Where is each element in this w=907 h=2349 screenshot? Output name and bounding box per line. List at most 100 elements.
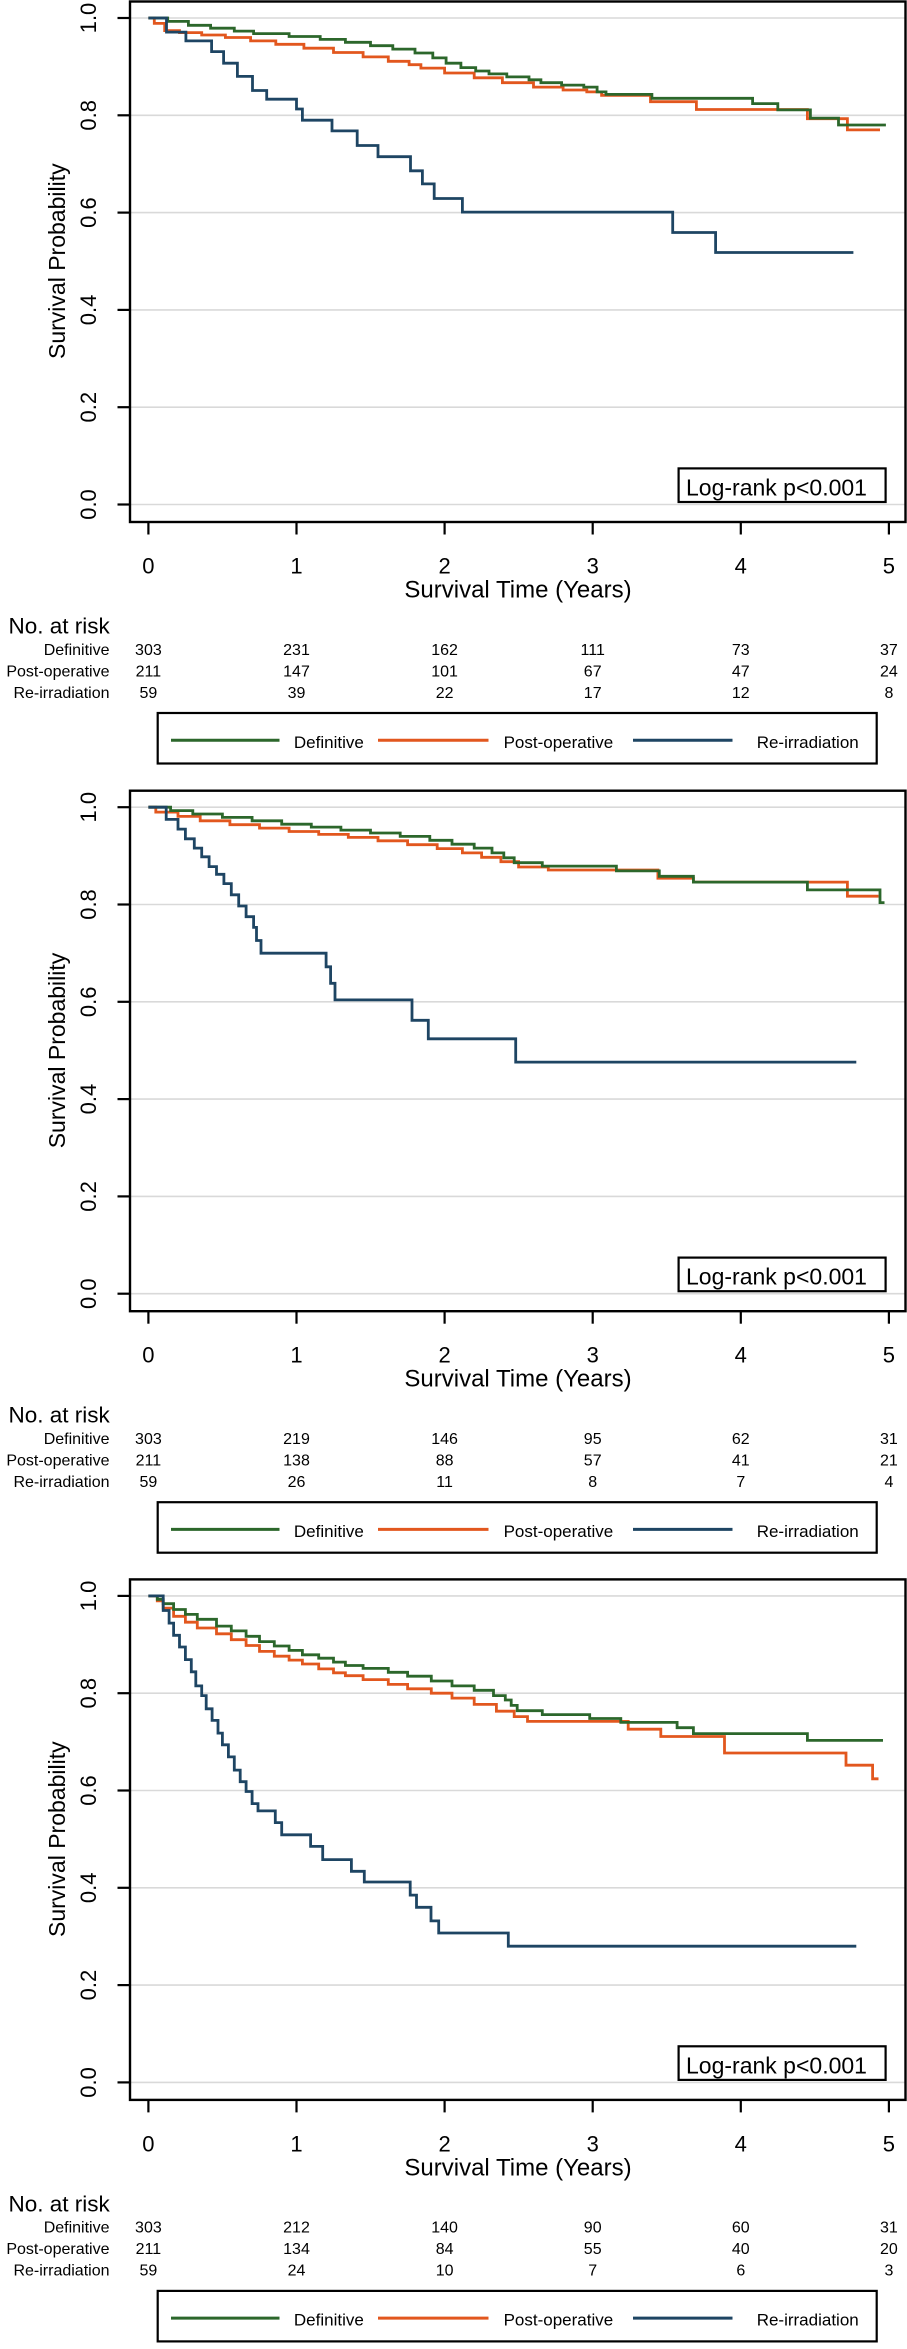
svg-text:0.0: 0.0 <box>76 489 101 520</box>
svg-text:211: 211 <box>136 1453 162 1470</box>
svg-text:84: 84 <box>436 2241 454 2258</box>
svg-text:7: 7 <box>736 1474 745 1491</box>
svg-text:1: 1 <box>290 2131 302 2156</box>
svg-text:10: 10 <box>436 2263 454 2280</box>
svg-text:0.8: 0.8 <box>76 100 101 131</box>
svg-text:211: 211 <box>136 2241 162 2258</box>
svg-text:0.8: 0.8 <box>76 1678 101 1709</box>
svg-text:3: 3 <box>587 2131 599 2156</box>
svg-text:21: 21 <box>880 1453 898 1470</box>
svg-text:11: 11 <box>436 1474 453 1491</box>
svg-text:90: 90 <box>584 2220 602 2237</box>
svg-text:5: 5 <box>883 2131 895 2156</box>
svg-text:Re-irradiation: Re-irradiation <box>13 685 109 702</box>
svg-text:147: 147 <box>283 663 310 680</box>
svg-text:231: 231 <box>283 642 310 659</box>
svg-text:22: 22 <box>436 685 454 702</box>
svg-text:0.2: 0.2 <box>76 392 101 423</box>
svg-text:7: 7 <box>588 2263 597 2280</box>
svg-text:Log-rank p<0.001: Log-rank p<0.001 <box>686 2052 867 2078</box>
svg-text:31: 31 <box>880 1431 898 1448</box>
svg-text:1: 1 <box>290 1343 302 1368</box>
svg-text:1.0: 1.0 <box>76 1581 101 1612</box>
svg-text:0: 0 <box>142 1343 154 1368</box>
svg-text:59: 59 <box>140 2263 158 2280</box>
svg-text:212: 212 <box>283 2220 310 2237</box>
svg-text:12: 12 <box>732 685 750 702</box>
svg-text:67: 67 <box>584 663 602 680</box>
svg-text:303: 303 <box>135 1431 162 1448</box>
svg-text:Survival Time (Years): Survival Time (Years) <box>404 2154 631 2181</box>
svg-text:Post-operative: Post-operative <box>504 2311 614 2330</box>
svg-text:303: 303 <box>135 2220 162 2237</box>
svg-text:59: 59 <box>140 1474 158 1491</box>
svg-text:No. at risk: No. at risk <box>9 2191 111 2216</box>
svg-text:95: 95 <box>584 1431 602 1448</box>
svg-text:0: 0 <box>142 2131 154 2156</box>
svg-text:Post-operative: Post-operative <box>6 2241 109 2258</box>
svg-text:3: 3 <box>587 1343 599 1368</box>
svg-text:211: 211 <box>136 663 162 680</box>
svg-text:Definitive: Definitive <box>294 1522 364 1541</box>
svg-text:2: 2 <box>438 1343 450 1368</box>
svg-text:0.2: 0.2 <box>76 1970 101 2001</box>
svg-text:Definitive: Definitive <box>44 642 110 659</box>
svg-text:39: 39 <box>288 685 306 702</box>
svg-text:101: 101 <box>431 663 458 680</box>
svg-text:Post-operative: Post-operative <box>504 733 614 752</box>
svg-text:0.8: 0.8 <box>76 889 101 920</box>
svg-text:1.0: 1.0 <box>76 792 101 823</box>
svg-text:Survival Probability: Survival Probability <box>44 1741 70 1937</box>
svg-text:Survival Probability: Survival Probability <box>44 163 70 359</box>
svg-text:0: 0 <box>142 554 154 579</box>
svg-text:41: 41 <box>732 1453 750 1470</box>
svg-text:2: 2 <box>438 554 450 579</box>
svg-text:60: 60 <box>732 2220 750 2237</box>
svg-text:146: 146 <box>431 1431 458 1448</box>
svg-text:Definitive: Definitive <box>294 733 364 752</box>
svg-text:59: 59 <box>140 685 158 702</box>
svg-text:0.4: 0.4 <box>76 1873 101 1904</box>
svg-text:55: 55 <box>584 2241 602 2258</box>
svg-text:40: 40 <box>732 2241 750 2258</box>
svg-text:17: 17 <box>584 685 602 702</box>
svg-text:134: 134 <box>283 2241 310 2258</box>
svg-text:20: 20 <box>880 2241 898 2258</box>
svg-text:8: 8 <box>884 685 893 702</box>
svg-text:Re-irradiation: Re-irradiation <box>13 2263 109 2280</box>
svg-text:8: 8 <box>588 1474 597 1491</box>
svg-text:5: 5 <box>883 554 895 579</box>
svg-text:Definitive: Definitive <box>294 2311 364 2330</box>
svg-text:Log-rank p<0.001: Log-rank p<0.001 <box>686 475 867 501</box>
svg-text:0.6: 0.6 <box>76 987 101 1018</box>
svg-text:37: 37 <box>880 642 898 659</box>
svg-text:Re-irradiation: Re-irradiation <box>757 1522 859 1541</box>
svg-text:No. at risk: No. at risk <box>9 614 111 639</box>
svg-text:0.4: 0.4 <box>76 1084 101 1115</box>
svg-text:73: 73 <box>732 642 750 659</box>
svg-text:219: 219 <box>283 1431 310 1448</box>
svg-text:6: 6 <box>736 2263 745 2280</box>
svg-text:Post-operative: Post-operative <box>6 1453 109 1470</box>
svg-text:Survival Time (Years): Survival Time (Years) <box>404 577 631 604</box>
svg-text:Log-rank p<0.001: Log-rank p<0.001 <box>686 1264 867 1290</box>
svg-text:24: 24 <box>288 2263 306 2280</box>
svg-text:No. at risk: No. at risk <box>9 1403 111 1428</box>
svg-text:1.0: 1.0 <box>76 3 101 34</box>
svg-text:111: 111 <box>581 642 605 659</box>
svg-text:31: 31 <box>880 2220 898 2237</box>
svg-text:57: 57 <box>584 1453 602 1470</box>
svg-text:47: 47 <box>732 663 750 680</box>
svg-text:0.0: 0.0 <box>76 2067 101 2098</box>
svg-text:Definitive: Definitive <box>44 1431 110 1448</box>
svg-text:Survival Probability: Survival Probability <box>44 952 70 1148</box>
svg-text:0.0: 0.0 <box>76 1278 101 1309</box>
svg-text:303: 303 <box>135 642 162 659</box>
svg-text:0.6: 0.6 <box>76 197 101 228</box>
svg-text:Definitive: Definitive <box>44 2220 110 2237</box>
svg-text:62: 62 <box>732 1431 750 1448</box>
svg-text:Post-operative: Post-operative <box>504 1522 614 1541</box>
svg-text:Survival Time (Years): Survival Time (Years) <box>404 1366 631 1393</box>
svg-text:4: 4 <box>735 1343 747 1368</box>
svg-text:1: 1 <box>290 554 302 579</box>
